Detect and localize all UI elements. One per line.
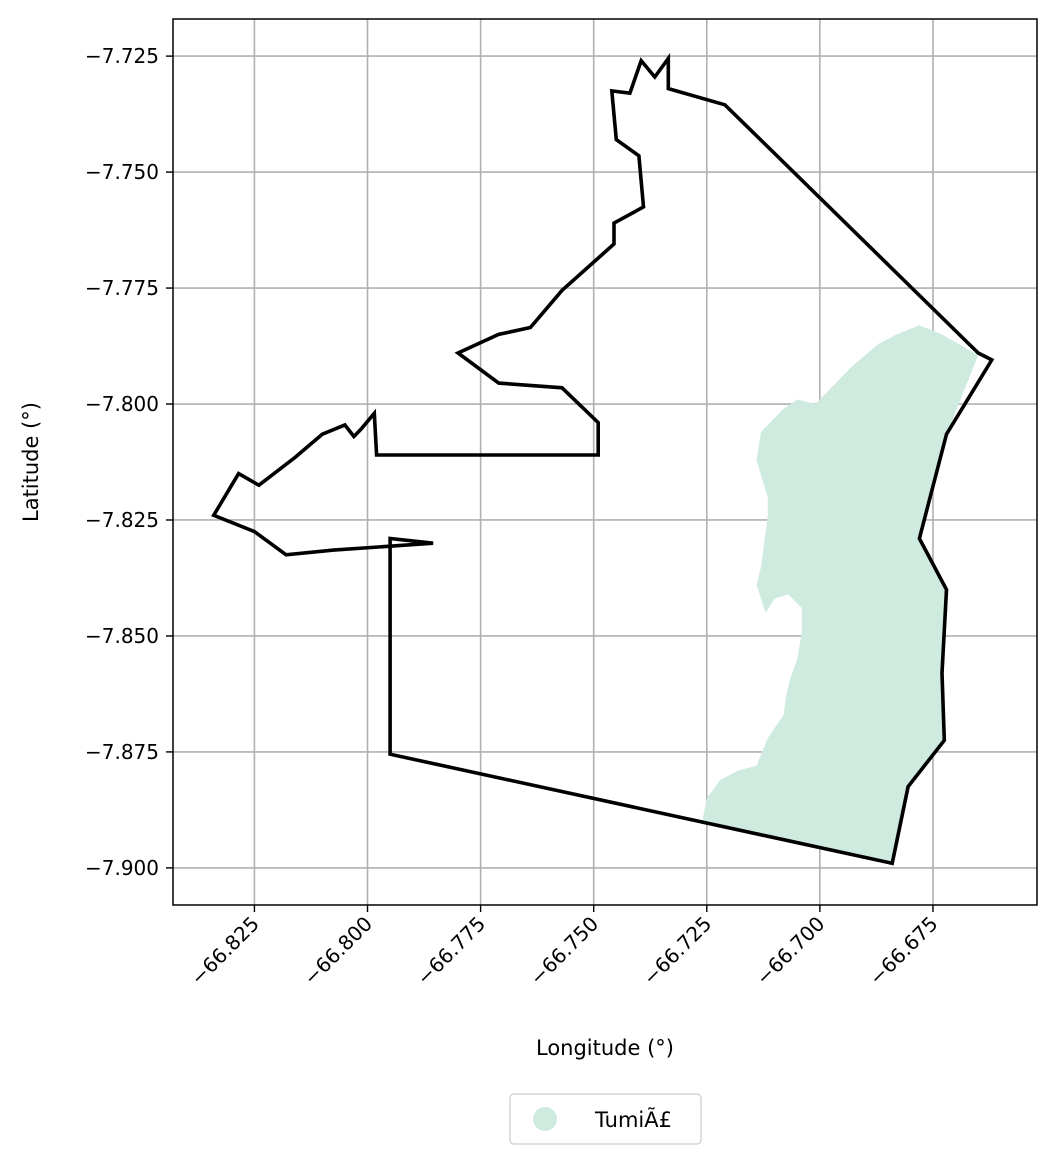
y-axis-label: Latitude (°) [19,402,43,522]
boundary-outline [211,52,995,866]
y-tick-label: −7.750 [85,160,159,184]
y-tick-label: −7.850 [85,624,159,648]
y-tick-label: −7.825 [85,508,159,532]
map-layers [211,52,995,866]
legend-marker [533,1107,557,1131]
y-axis-ticks: −7.725 −7.750 −7.775 −7.800 −7.825 −7.850 −7.8… [85,44,173,880]
y-tick-label: −7.775 [85,276,159,300]
plot-frame [172,18,1038,906]
legend-box [509,1093,702,1145]
area-tumi- [702,325,979,864]
y-tick-label: −7.725 [85,44,159,68]
y-tick-label: −7.875 [85,740,159,764]
legend-label: TumiÃ£ [594,1106,672,1132]
y-tick-label: −7.900 [85,856,159,880]
y-tick-label: −7.800 [85,392,159,416]
x-axis-label: Longitude (°) [536,1036,674,1060]
legend: TumiÃ£ [509,1093,702,1145]
